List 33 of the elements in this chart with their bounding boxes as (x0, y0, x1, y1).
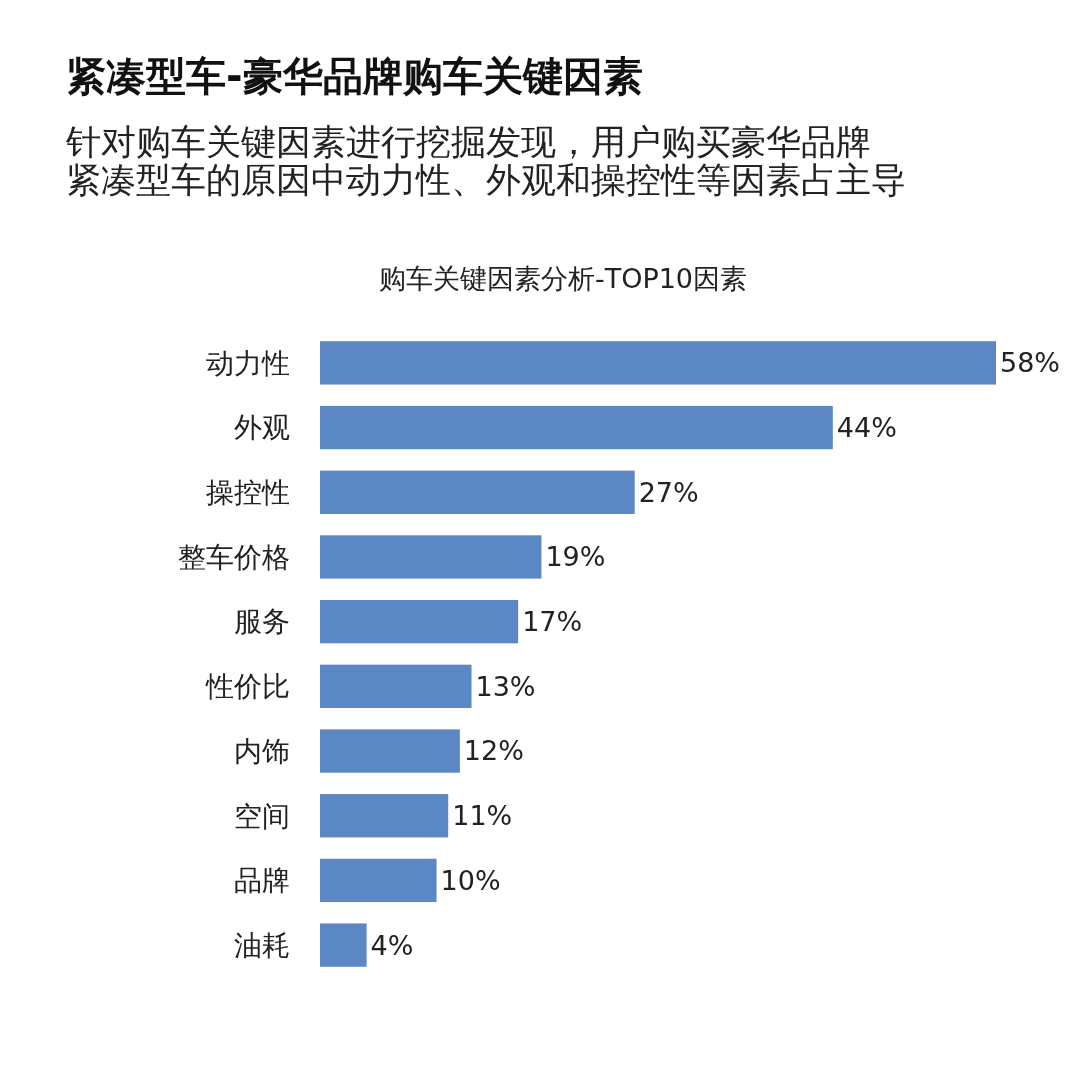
text: 购车关键因素分析-TOP10因素 (378, 263, 748, 294)
y-tick-label: 整车价格 (178, 540, 290, 574)
y-tick-label: 内饰 (234, 734, 290, 768)
bar (320, 923, 367, 967)
data-label: 10% (440, 864, 501, 896)
data-label: 58% (1000, 347, 1061, 379)
data-label: 44% (836, 412, 897, 444)
bar (320, 535, 542, 579)
y-tick-label: 服务 (234, 605, 290, 639)
data-label: 17% (522, 606, 583, 638)
bar (320, 794, 449, 838)
y-tick-label: 空间 (234, 799, 290, 833)
bar (320, 858, 437, 903)
bar (320, 470, 635, 514)
bar (320, 599, 519, 644)
data-label: 4% (370, 929, 414, 961)
bar (320, 405, 833, 450)
y-tick-label: 操控性 (206, 476, 290, 510)
data-label: 11% (452, 800, 513, 832)
y-tick-label: 油耗 (234, 928, 290, 962)
chart-subtitle: 针对购车关键因素进行挖掘发现，用户购买豪华品牌紧凑型车的原因中动力性、外观和操控性等因素占主导 (65, 122, 906, 200)
y-tick-label: 动力性 (206, 346, 290, 380)
data-label: 12% (463, 735, 524, 767)
data-label: 27% (638, 476, 699, 508)
y-tick-label: 性价比 (205, 670, 290, 704)
bar (320, 664, 472, 709)
data-label: 13% (475, 670, 536, 702)
data-label: 19% (545, 541, 606, 573)
y-tick-label: 品牌 (234, 864, 290, 898)
y-tick-label: 外观 (234, 411, 290, 445)
bar (320, 341, 996, 385)
chart-title: 紧凑型车-豪华品牌购车关键因素 (66, 53, 643, 99)
bar (320, 729, 460, 773)
